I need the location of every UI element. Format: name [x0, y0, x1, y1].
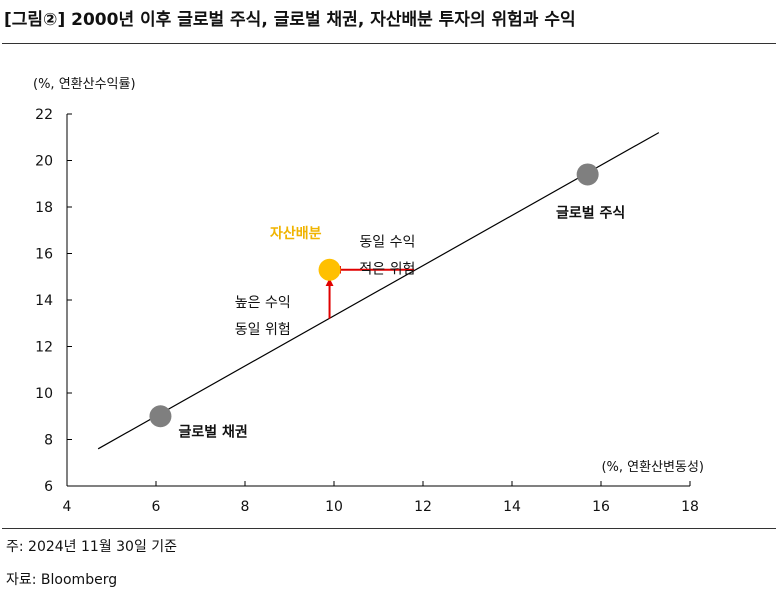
point-label: 글로벌 주식 [556, 204, 625, 221]
y-tick-label: 18 [35, 200, 53, 216]
top-divider [2, 43, 776, 44]
data-point [318, 258, 341, 281]
y-tick-label: 12 [35, 340, 53, 356]
y-tick-label: 16 [35, 247, 53, 263]
annotation-text: 적은 위험 [359, 262, 415, 278]
data-point [149, 405, 172, 428]
data-point [576, 163, 599, 186]
x-tick-label: 6 [152, 499, 161, 515]
point-label: 글로벌 채권 [178, 423, 247, 440]
x-axis-label: (%, 연환산변동성) [601, 460, 704, 475]
scatter-chart: (%, 연환산수익률) (%, 연환산변동성) 6 8 10 12 14 16 18 20 22… [33, 77, 704, 515]
trend-line [97, 132, 660, 450]
bottom-divider [2, 528, 776, 529]
x-tick-label: 12 [414, 499, 432, 515]
x-tick-label: 18 [681, 499, 699, 515]
x-tick-label: 4 [63, 499, 72, 515]
y-tick-label: 14 [35, 293, 53, 309]
x-tick-label: 8 [241, 499, 250, 515]
annotation-text: 동일 위험 [235, 322, 291, 338]
chart-title: [그림②] 2000년 이후 글로벌 주식, 글로벌 채권, 자산배분 투자의 … [4, 10, 576, 30]
footnote-source: 자료: Bloomberg [6, 572, 118, 588]
point-label: 자산배분 [270, 225, 322, 242]
y-axis-label: (%, 연환산수익률) [33, 77, 136, 92]
footnote-date: 주: 2024년 11월 30일 기준 [6, 539, 178, 555]
y-tick-label: 6 [44, 479, 53, 495]
x-tick-label: 10 [325, 499, 343, 515]
x-tick-label: 16 [592, 499, 610, 515]
annotation-text: 동일 수익 [359, 235, 415, 251]
x-tick-label: 14 [503, 499, 521, 515]
annotation-text: 높은 수익 [235, 295, 291, 311]
y-tick-label: 8 [44, 433, 53, 449]
y-tick-label: 20 [35, 154, 53, 170]
y-tick-label: 22 [35, 107, 53, 123]
y-tick-label: 10 [35, 386, 53, 402]
